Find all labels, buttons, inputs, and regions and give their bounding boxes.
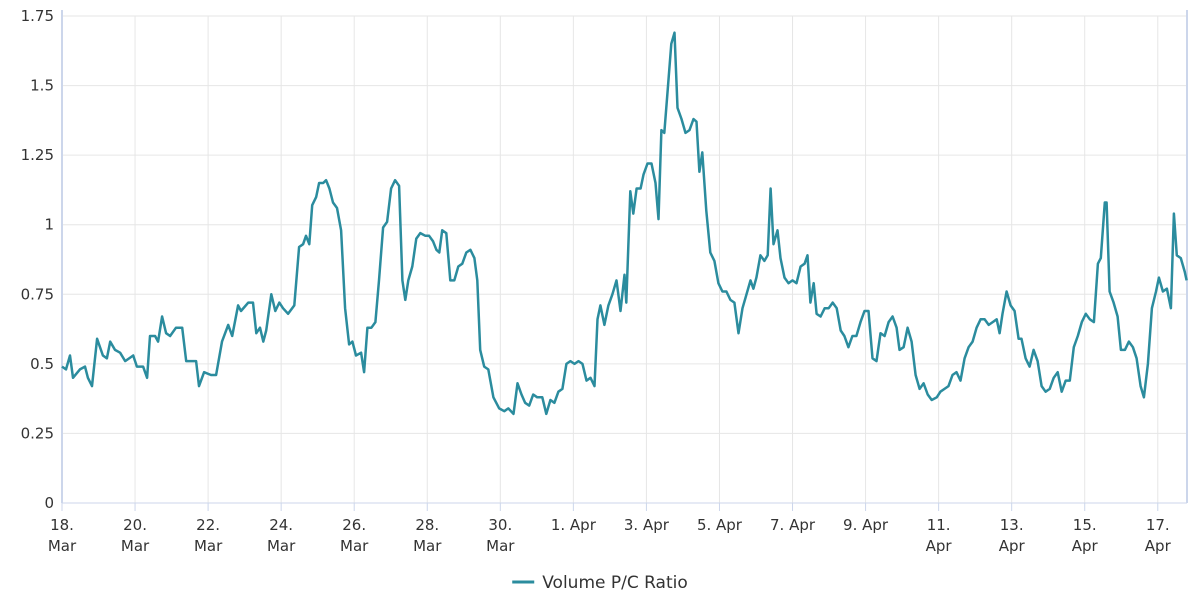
x-tick-label: 24. Mar <box>267 516 296 555</box>
x-tick-label: 3. Apr <box>624 516 670 534</box>
x-tick-label: 9. Apr <box>843 516 889 534</box>
x-tick-label: 5. Apr <box>697 516 743 534</box>
x-tick-label: 7. Apr <box>770 516 816 534</box>
legend-item: Volume P/C Ratio <box>512 573 688 593</box>
x-tick-label: 22. Mar <box>194 516 223 555</box>
legend: Volume P/C Ratio <box>512 573 688 593</box>
x-tick-label: 13. Apr <box>999 516 1026 555</box>
x-tick-label: 1. Apr <box>551 516 597 534</box>
x-tick-label: 17. Apr <box>1145 516 1172 555</box>
x-tick-label: 20. Mar <box>121 516 150 555</box>
y-tick-label: 0 <box>44 494 54 512</box>
y-tick-label: 0.5 <box>30 355 54 373</box>
y-tick-label: 1.25 <box>21 146 54 164</box>
y-tick-label: 1.5 <box>30 77 54 95</box>
x-tick-label: 30. Mar <box>486 516 515 555</box>
y-tick-label: 1.75 <box>21 7 54 25</box>
x-tick-label: 28. Mar <box>413 516 442 555</box>
legend-label: Volume P/C Ratio <box>542 573 688 593</box>
data-line <box>61 31 1188 416</box>
y-tick-label: 0.75 <box>21 285 54 303</box>
x-tick-label: 26. Mar <box>340 516 369 555</box>
x-tick-label: 18. Mar <box>48 516 77 555</box>
y-tick-label: 0.25 <box>21 424 54 442</box>
x-tick-label: 15. Apr <box>1072 516 1099 555</box>
x-tick-label: 11. Apr <box>926 516 953 555</box>
y-tick-label: 1 <box>44 216 54 234</box>
